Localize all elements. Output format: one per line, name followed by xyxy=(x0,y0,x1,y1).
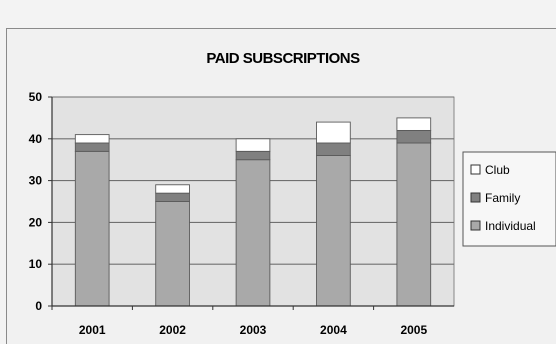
bar-club-2003 xyxy=(235,138,271,152)
legend-label-club: Club xyxy=(485,163,510,177)
bar-club-2001 xyxy=(74,134,110,144)
y-tick-label: 20 xyxy=(29,215,43,229)
bar-family-2003 xyxy=(235,150,271,161)
legend-label-family: Family xyxy=(485,191,520,205)
bar-family-2001 xyxy=(74,142,110,152)
x-tick-label: 2003 xyxy=(240,323,267,337)
legend-swatch-individual xyxy=(470,220,481,231)
bar-individual-2001 xyxy=(74,150,110,307)
bar-individual-2004 xyxy=(316,155,351,307)
legend-label-individual: Individual xyxy=(485,219,536,233)
bar-family-2002 xyxy=(155,192,190,202)
x-tick-label: 2005 xyxy=(400,323,427,337)
x-tick-label: 2002 xyxy=(159,323,186,337)
bar-family-2004 xyxy=(316,142,351,156)
legend: Club Family Individual xyxy=(462,151,556,247)
y-tick-label: 40 xyxy=(29,132,43,146)
bars xyxy=(74,117,432,307)
y-tick-label: 10 xyxy=(29,257,43,271)
chart-title: PAID SUBSCRIPTIONS xyxy=(206,50,360,67)
y-axis: 0 10 20 30 40 50 xyxy=(29,90,53,313)
bar-club-2004 xyxy=(316,121,351,144)
bar-individual-2005 xyxy=(396,142,432,307)
y-tick-label: 50 xyxy=(29,90,43,104)
y-tick-label: 30 xyxy=(29,174,43,188)
x-axis: 2001 2002 2003 2004 2005 xyxy=(51,305,454,337)
bar-individual-2002 xyxy=(155,201,190,307)
bar-individual-2003 xyxy=(235,159,271,307)
bar-club-2005 xyxy=(396,117,432,131)
bar-family-2005 xyxy=(396,129,432,144)
x-tick-label: 2004 xyxy=(320,323,347,337)
bar-club-2002 xyxy=(155,184,190,194)
legend-swatch-club xyxy=(470,164,481,175)
legend-swatch-family xyxy=(470,192,481,203)
y-tick-label: 0 xyxy=(35,299,42,313)
x-tick-label: 2001 xyxy=(79,323,106,337)
